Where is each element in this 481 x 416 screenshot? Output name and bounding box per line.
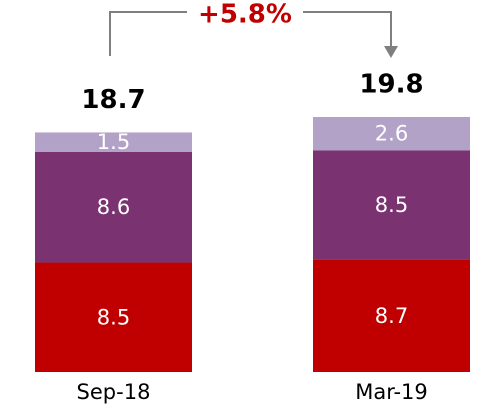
bracket-right bbox=[303, 11, 392, 48]
segment-label: 8.5 bbox=[375, 193, 408, 217]
bar-segment bbox=[313, 259, 470, 372]
x-tick-label: Sep-18 bbox=[77, 380, 151, 404]
change-bracket bbox=[109, 11, 392, 56]
bar-segment bbox=[313, 117, 470, 151]
total-label: 19.8 bbox=[359, 70, 423, 100]
bar-segment bbox=[35, 132, 192, 152]
segment-label: 1.5 bbox=[97, 130, 130, 154]
x-tick-label: Mar-19 bbox=[355, 380, 428, 404]
bar-segment bbox=[35, 262, 192, 372]
total-label: 18.7 bbox=[81, 85, 145, 115]
bracket-left bbox=[109, 11, 187, 56]
segment-label: 8.7 bbox=[375, 304, 408, 328]
segment-label: 8.6 bbox=[97, 195, 130, 219]
bar-segment bbox=[35, 151, 192, 263]
segment-label: 8.5 bbox=[97, 305, 130, 329]
segment-label: 2.6 bbox=[375, 122, 408, 146]
bracket-arrow bbox=[384, 46, 398, 58]
change-annotation: +5.8% bbox=[198, 0, 292, 30]
bar-segment bbox=[313, 150, 470, 260]
